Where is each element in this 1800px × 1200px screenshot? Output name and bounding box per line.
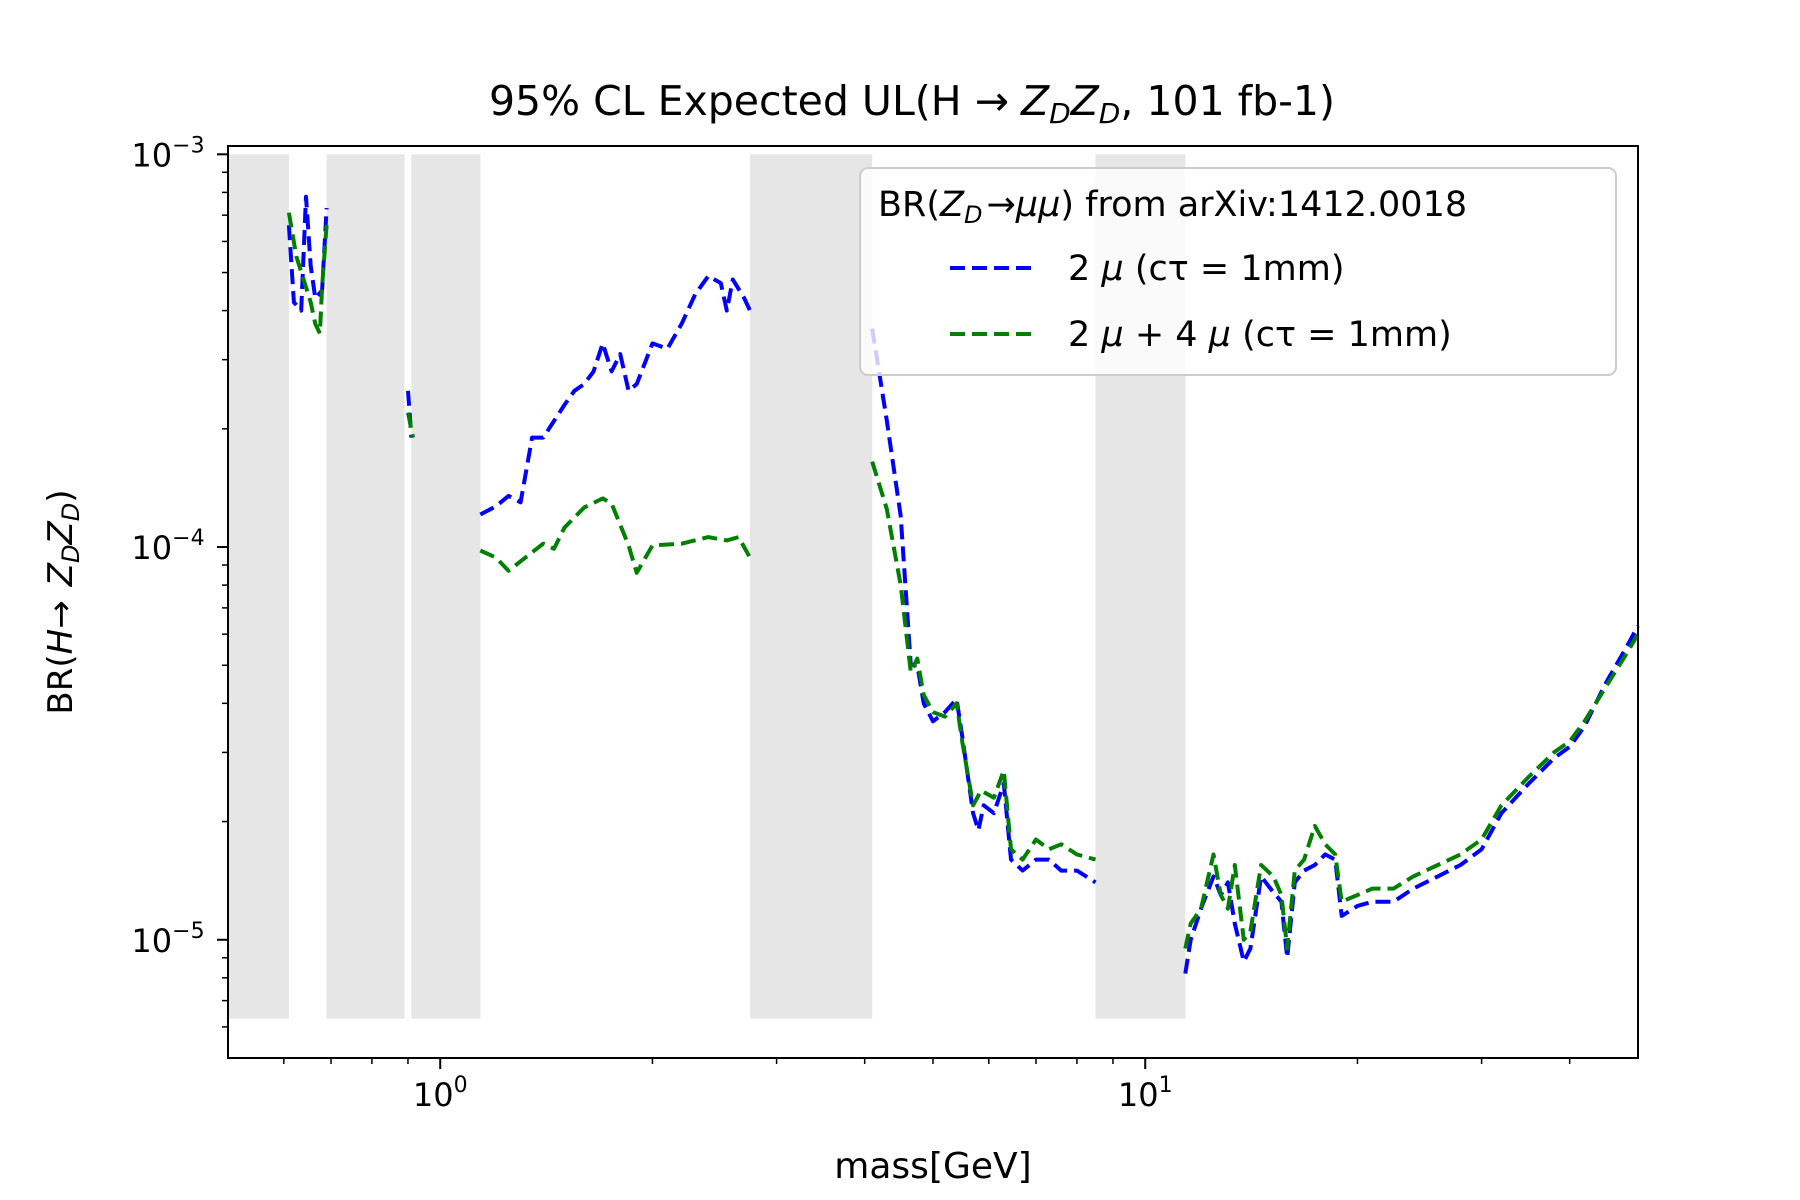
- excluded-band-2: [411, 154, 481, 1019]
- series-1-line-2: [479, 496, 752, 575]
- excluded-band-3: [749, 154, 873, 1019]
- x-tick-label-1: 101: [1118, 1073, 1173, 1114]
- series-1-line-4: [1183, 633, 1640, 951]
- legend: BR(ZD →μμ) from arXiv:1412.0018 2 μ (cτ =…: [859, 167, 1617, 376]
- y-axis-label: BR(H→ZDZD): [41, 489, 85, 714]
- axis-ticks: 100 101 10−5 10−4 10−3: [131, 133, 1571, 1114]
- legend-title: BR(ZD →μμ) from arXiv:1412.0018: [878, 185, 1467, 229]
- excluded-bands: [228, 154, 1186, 1019]
- chart-title: 95% CL Expected UL(H → ZDZD, 101 fb-1): [489, 77, 1335, 130]
- series-0-line-4: [1183, 624, 1640, 974]
- series-1-line-3: [870, 461, 1097, 862]
- series-1-line-1: [406, 412, 415, 438]
- series-1-line-0: [286, 212, 329, 336]
- excluded-band-1: [326, 154, 405, 1019]
- x-tick-label-0: 100: [413, 1073, 468, 1114]
- y-tick-label-2: 10−3: [131, 133, 204, 174]
- legend-box: [859, 167, 1617, 376]
- series-layer: [286, 194, 1640, 974]
- series-0-line-2: [479, 274, 752, 517]
- y-tick-label-0: 10−5: [131, 919, 204, 960]
- series-1: [286, 212, 1640, 951]
- x-axis-label: mass[GeV]: [834, 1146, 1031, 1187]
- y-tick-label-1: 10−4: [131, 526, 204, 567]
- legend-entry-green: 2 μ + 4 μ (cτ = 1mm): [1068, 315, 1452, 355]
- excluded-band-0: [228, 154, 289, 1019]
- legend-entry-blue: 2 μ (cτ = 1mm): [1068, 249, 1344, 289]
